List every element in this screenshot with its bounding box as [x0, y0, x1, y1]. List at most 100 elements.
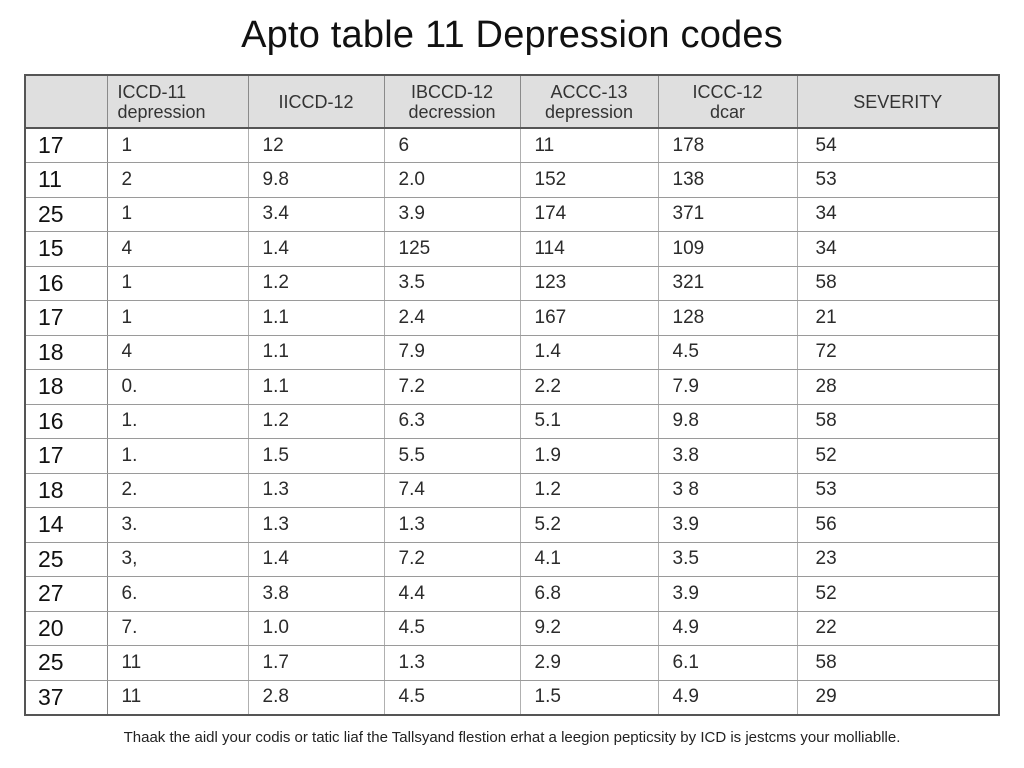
table-row: 27 6. 3.8 4.4 6.8 3.9 52 — [24, 576, 1000, 612]
cell-iccd-11-depression: 1 — [106, 300, 249, 336]
cell-accc-13-depression: 2.9 — [519, 645, 659, 681]
cell-iccd-11-depression: 1. — [106, 438, 249, 474]
cell-row-label: 25 — [24, 645, 108, 681]
cell-iccc-12-dcar: 3.9 — [657, 507, 798, 543]
cell-iccd-11-depression: 3, — [106, 541, 249, 577]
cell-accc-13-depression: 167 — [519, 300, 659, 336]
cell-ibccd-12-decression: 7.2 — [383, 541, 521, 577]
cell-ibccd-12-decression: 2.0 — [383, 162, 521, 198]
table-row: 11 2 9.8 2.0 152 138 53 — [24, 162, 1000, 198]
cell-iccd-11-depression: 11 — [106, 679, 249, 715]
cell-iiccd-12: 2.8 — [247, 679, 385, 715]
cell-iccd-11-depression: 3. — [106, 507, 249, 543]
cell-severity: 58 — [796, 265, 1000, 301]
cell-row-label: 16 — [24, 403, 108, 439]
cell-ibccd-12-decression: 6 — [383, 127, 521, 163]
header-cell-iiccd-12: IICCD-12 — [247, 74, 385, 129]
cell-severity: 22 — [796, 610, 1000, 646]
cell-accc-13-depression: 5.1 — [519, 403, 659, 439]
cell-iccc-12-dcar: 109 — [657, 231, 798, 267]
cell-iiccd-12: 9.8 — [247, 162, 385, 198]
cell-iccd-11-depression: 1 — [106, 196, 249, 232]
cell-severity: 54 — [796, 127, 1000, 163]
cell-ibccd-12-decression: 7.2 — [383, 369, 521, 405]
table-body: 17 1 12 6 11 178 54 11 2 9.8 2.0 152 138 53 25 1 3.4 3.9 1… — [24, 127, 1000, 715]
cell-iiccd-12: 12 — [247, 127, 385, 163]
cell-iccd-11-depression: 4 — [106, 334, 249, 370]
cell-iccc-12-dcar: 178 — [657, 127, 798, 163]
table-row: 17 1 12 6 11 178 54 — [24, 127, 1000, 163]
cell-accc-13-depression: 1.9 — [519, 438, 659, 474]
cell-ibccd-12-decression: 7.4 — [383, 472, 521, 508]
cell-severity: 56 — [796, 507, 1000, 543]
cell-row-label: 27 — [24, 576, 108, 612]
cell-iiccd-12: 1.1 — [247, 334, 385, 370]
cell-iiccd-12: 1.5 — [247, 438, 385, 474]
cell-ibccd-12-decression: 5.5 — [383, 438, 521, 474]
cell-iiccd-12: 1.4 — [247, 231, 385, 267]
cell-accc-13-depression: 1.4 — [519, 334, 659, 370]
header-cell-row-label — [24, 74, 108, 129]
cell-severity: 52 — [796, 438, 1000, 474]
header-row: ICCD-11 depression IICCD-12 IBCCD-12 decre… — [24, 74, 1000, 129]
cell-accc-13-depression: 2.2 — [519, 369, 659, 405]
table-row: 20 7. 1.0 4.5 9.2 4.9 22 — [24, 610, 1000, 646]
depression-codes-table: ICCD-11 depression IICCD-12 IBCCD-12 decre… — [24, 74, 1000, 716]
cell-iccc-12-dcar: 4.9 — [657, 610, 798, 646]
cell-ibccd-12-decression: 4.5 — [383, 610, 521, 646]
cell-severity: 58 — [796, 645, 1000, 681]
cell-row-label: 16 — [24, 265, 108, 301]
cell-iiccd-12: 1.4 — [247, 541, 385, 577]
cell-accc-13-depression: 152 — [519, 162, 659, 198]
header-cell-accc-13-depression: ACCC-13 depression — [519, 74, 659, 129]
cell-ibccd-12-decression: 2.4 — [383, 300, 521, 336]
cell-accc-13-depression: 1.5 — [519, 679, 659, 715]
cell-ibccd-12-decression: 1.3 — [383, 645, 521, 681]
cell-row-label: 17 — [24, 438, 108, 474]
cell-accc-13-depression: 9.2 — [519, 610, 659, 646]
cell-row-label: 25 — [24, 196, 108, 232]
cell-iiccd-12: 3.8 — [247, 576, 385, 612]
cell-ibccd-12-decression: 4.5 — [383, 679, 521, 715]
cell-iiccd-12: 1.3 — [247, 507, 385, 543]
cell-row-label: 15 — [24, 231, 108, 267]
cell-accc-13-depression: 5.2 — [519, 507, 659, 543]
table-header: ICCD-11 depression IICCD-12 IBCCD-12 decre… — [24, 74, 1000, 129]
header-cell-iccd-11-depression: ICCD-11 depression — [106, 74, 249, 129]
cell-iiccd-12: 1.1 — [247, 300, 385, 336]
cell-iccc-12-dcar: 321 — [657, 265, 798, 301]
cell-severity: 29 — [796, 679, 1000, 715]
table-row: 17 1 1.1 2.4 167 128 21 — [24, 300, 1000, 336]
cell-severity: 28 — [796, 369, 1000, 405]
cell-ibccd-12-decression: 3.9 — [383, 196, 521, 232]
table-row: 25 1 3.4 3.9 174 371 34 — [24, 196, 1000, 232]
cell-ibccd-12-decression: 1.3 — [383, 507, 521, 543]
cell-row-label: 25 — [24, 541, 108, 577]
cell-iccd-11-depression: 1 — [106, 127, 249, 163]
table-row: 14 3. 1.3 1.3 5.2 3.9 56 — [24, 507, 1000, 543]
table-row: 18 2. 1.3 7.4 1.2 3 8 53 — [24, 472, 1000, 508]
table-row: 15 4 1.4 125 114 109 34 — [24, 231, 1000, 267]
cell-ibccd-12-decression: 7.9 — [383, 334, 521, 370]
cell-iccd-11-depression: 2. — [106, 472, 249, 508]
cell-row-label: 11 — [24, 162, 108, 198]
cell-accc-13-depression: 1.2 — [519, 472, 659, 508]
cell-accc-13-depression: 174 — [519, 196, 659, 232]
cell-iccd-11-depression: 4 — [106, 231, 249, 267]
cell-iccc-12-dcar: 3 8 — [657, 472, 798, 508]
cell-iiccd-12: 1.3 — [247, 472, 385, 508]
cell-iccc-12-dcar: 138 — [657, 162, 798, 198]
cell-ibccd-12-decression: 6.3 — [383, 403, 521, 439]
cell-severity: 53 — [796, 472, 1000, 508]
table-row: 16 1 1.2 3.5 123 321 58 — [24, 265, 1000, 301]
footnote: Thaak the aidl your codis or tatic liaf … — [123, 729, 901, 746]
table-row: 37 11 2.8 4.5 1.5 4.9 29 — [24, 679, 1000, 715]
cell-accc-13-depression: 6.8 — [519, 576, 659, 612]
cell-row-label: 18 — [24, 472, 108, 508]
cell-iccc-12-dcar: 9.8 — [657, 403, 798, 439]
cell-iiccd-12: 1.2 — [247, 403, 385, 439]
cell-iccc-12-dcar: 4.9 — [657, 679, 798, 715]
table-row: 16 1. 1.2 6.3 5.1 9.8 58 — [24, 403, 1000, 439]
cell-iccc-12-dcar: 3.9 — [657, 576, 798, 612]
cell-severity: 53 — [796, 162, 1000, 198]
